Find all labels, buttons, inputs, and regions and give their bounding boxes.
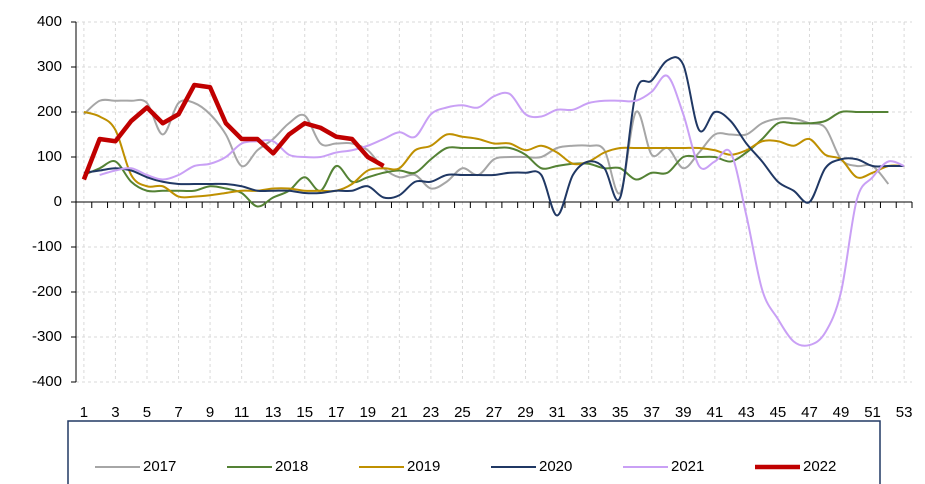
x-tick-label: 51 <box>864 404 881 421</box>
x-tick-label: 25 <box>454 404 471 421</box>
series-line <box>83 56 905 217</box>
legend-label: 2017 <box>143 458 176 475</box>
x-tick-label: 7 <box>174 404 182 421</box>
legend-box <box>67 420 881 484</box>
y-tick-label: 200 <box>37 103 62 120</box>
x-tick-label: 13 <box>265 404 282 421</box>
y-tick-label: -400 <box>32 373 62 390</box>
legend-label: 2019 <box>407 458 440 475</box>
x-tick-label: 29 <box>517 404 534 421</box>
x-tick-label: 37 <box>643 404 660 421</box>
x-tick-label: 5 <box>143 404 151 421</box>
y-tick-label: -300 <box>32 328 62 345</box>
x-tick-label: 3 <box>111 404 119 421</box>
series-line <box>83 98 890 195</box>
x-tick-label: 39 <box>675 404 692 421</box>
y-tick-label: -200 <box>32 283 62 300</box>
x-tick-label: 23 <box>423 404 440 421</box>
x-tick-label: 21 <box>391 404 408 421</box>
x-tick-label: 15 <box>296 404 313 421</box>
x-tick-label: 41 <box>706 404 723 421</box>
series-line <box>83 111 905 199</box>
legend-label: 2021 <box>671 458 704 475</box>
x-tick-label: 43 <box>738 404 755 421</box>
x-tick-label: 45 <box>770 404 787 421</box>
x-tick-label: 1 <box>80 404 88 421</box>
legend-label: 2022 <box>803 458 836 475</box>
x-tick-label: 53 <box>896 404 913 421</box>
x-tick-label: 19 <box>359 404 376 421</box>
x-tick-label: 33 <box>580 404 597 421</box>
series-line <box>81 82 385 181</box>
y-tick-label: 0 <box>54 193 62 210</box>
series-line <box>99 74 905 347</box>
x-tick-label: 17 <box>328 404 345 421</box>
x-tick-label: 47 <box>801 404 818 421</box>
legend-label: 2020 <box>539 458 572 475</box>
x-tick-label: 35 <box>612 404 629 421</box>
y-tick-label: 300 <box>37 58 62 75</box>
y-tick-label: -100 <box>32 238 62 255</box>
series-line <box>83 110 889 208</box>
x-tick-label: 31 <box>549 404 566 421</box>
x-tick-label: 27 <box>486 404 503 421</box>
y-tick-label: 400 <box>37 13 62 30</box>
legend-label: 2018 <box>275 458 308 475</box>
y-tick-label: 100 <box>37 148 62 165</box>
x-tick-label: 49 <box>833 404 850 421</box>
x-tick-label: 11 <box>234 404 250 421</box>
x-tick-label: 9 <box>206 404 214 421</box>
